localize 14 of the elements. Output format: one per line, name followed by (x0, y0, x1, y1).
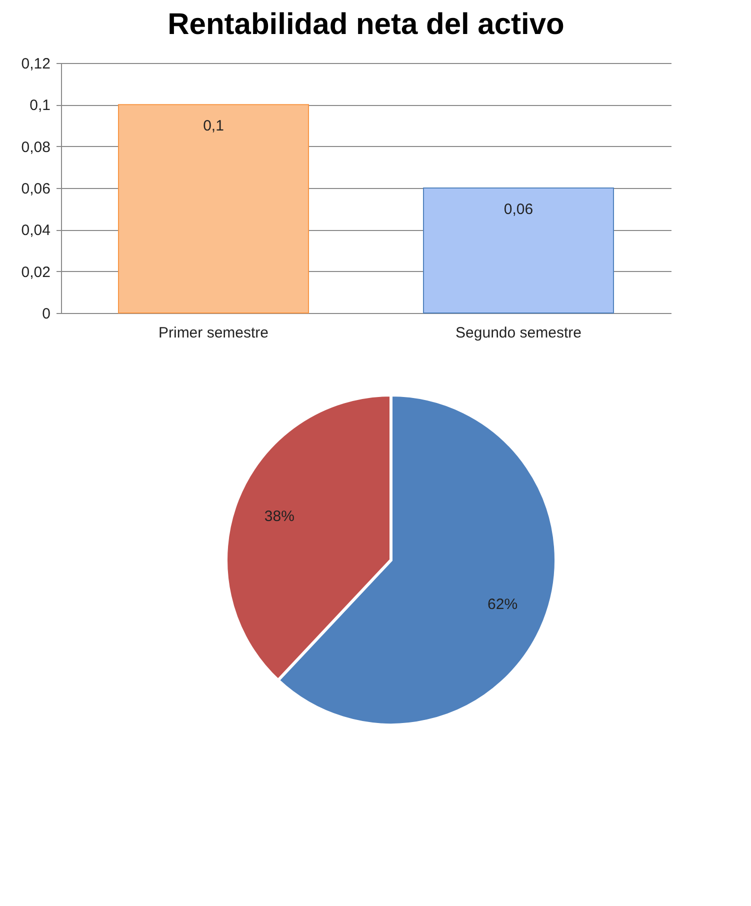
x-tick-label: Segundo semestre (456, 324, 582, 342)
y-tick-label: 0 (42, 306, 50, 322)
y-tick-label: 0,04 (21, 222, 50, 240)
x-tick-label: Primer semestre (158, 324, 269, 342)
y-tick-label: 0,12 (21, 56, 50, 72)
y-tick-label: 0,06 (21, 180, 50, 198)
data-label: 0,1 (203, 118, 224, 135)
data-label: 0,06 (504, 201, 534, 218)
y-tick-label: 0,08 (21, 138, 50, 156)
y-tick-label: 0,02 (21, 264, 50, 281)
chart-title: Rentabilidad neta del activo (168, 8, 564, 41)
data-label: 62% (488, 596, 518, 614)
data-label: 38% (264, 508, 294, 525)
y-tick-label: 0,1 (30, 97, 50, 114)
